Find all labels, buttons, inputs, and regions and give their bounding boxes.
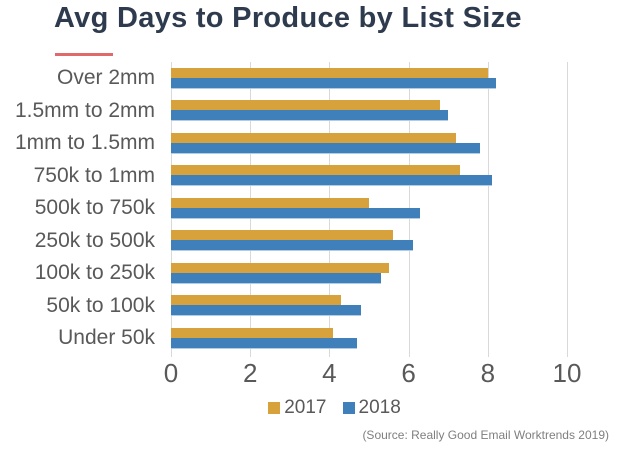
- x-tick-label: 0: [163, 358, 179, 388]
- category-label: 1mm to 1.5mm: [14, 131, 155, 155]
- category-row: 500k to 750k: [0, 192, 621, 225]
- category-label: 250k to 500k: [34, 228, 155, 252]
- category-row: 250k to 500k: [0, 225, 621, 258]
- bar-2017: [171, 327, 334, 338]
- bar-group: [171, 295, 621, 317]
- bar-2017: [171, 230, 393, 241]
- category-label: Under 50k: [58, 326, 155, 350]
- x-tick-label: 4: [322, 358, 337, 388]
- title-accent-underline: [55, 53, 113, 56]
- category-row: 1mm to 1.5mm: [0, 127, 621, 160]
- category-label: 100k to 250k: [34, 261, 155, 285]
- gridline: [567, 62, 568, 357]
- bar-2017: [171, 295, 342, 306]
- bar-2017: [171, 165, 461, 176]
- bar-2017: [171, 197, 369, 208]
- bar-2018: [171, 207, 421, 219]
- legend-item-2017: 2017: [268, 397, 327, 419]
- bar-group: [171, 262, 621, 284]
- category-label: 500k to 750k: [34, 196, 155, 220]
- bar-group: [171, 197, 621, 219]
- bar-2017: [171, 132, 457, 143]
- legend-swatch-icon: [268, 402, 281, 414]
- bar-2018: [171, 305, 362, 317]
- bar-2017: [171, 67, 488, 78]
- legend-item-2018: 2018: [342, 397, 401, 419]
- chart-rows: Over 2mm 1.5mm to 2mm 1mm to 1.5mm 750k to …: [0, 62, 621, 355]
- category-row: 1.5mm to 2mm: [0, 95, 621, 128]
- category-row: Over 2mm: [0, 62, 621, 95]
- category-label: Over 2mm: [56, 66, 155, 90]
- x-tick-label: 10: [552, 358, 582, 388]
- chart-title: Avg Days to Produce by List Size: [54, 2, 522, 34]
- x-axis: 0 2 4 6 8 10: [0, 358, 621, 388]
- category-row: 750k to 1mm: [0, 160, 621, 193]
- legend-label: 2017: [284, 397, 327, 418]
- bar-2018: [171, 240, 413, 252]
- bar-group: [171, 230, 621, 252]
- legend-label: 2018: [358, 397, 401, 418]
- bar-group: [171, 327, 621, 349]
- category-label: 750k to 1mm: [33, 163, 155, 187]
- bar-2018: [171, 77, 496, 89]
- category-label: 50k to 100k: [46, 293, 155, 317]
- bar-2018: [171, 110, 449, 122]
- x-tick-label: 8: [480, 358, 496, 388]
- gridline: [487, 62, 489, 357]
- category-row: Under 50k: [0, 322, 621, 355]
- bar-2018: [171, 337, 358, 349]
- legend: 2017 2018: [0, 397, 621, 419]
- category-label: 1.5mm to 2mm: [14, 98, 155, 122]
- source-credit: (Source: Really Good Email Worktrends 20…: [362, 428, 609, 442]
- bar-2018: [171, 175, 492, 187]
- bar-group: [171, 132, 621, 154]
- bar-2017: [171, 262, 389, 273]
- legend-swatch-icon: [342, 402, 355, 414]
- bar-2018: [171, 272, 381, 284]
- x-tick-label: 2: [242, 358, 258, 388]
- bar-group: [171, 67, 621, 89]
- category-row: 50k to 100k: [0, 290, 621, 323]
- bar-2018: [171, 142, 480, 154]
- bar-group: [171, 100, 621, 122]
- bar-group: [171, 165, 621, 187]
- x-tick-label: 6: [401, 358, 416, 388]
- category-row: 100k to 250k: [0, 257, 621, 290]
- bar-2017: [171, 100, 441, 111]
